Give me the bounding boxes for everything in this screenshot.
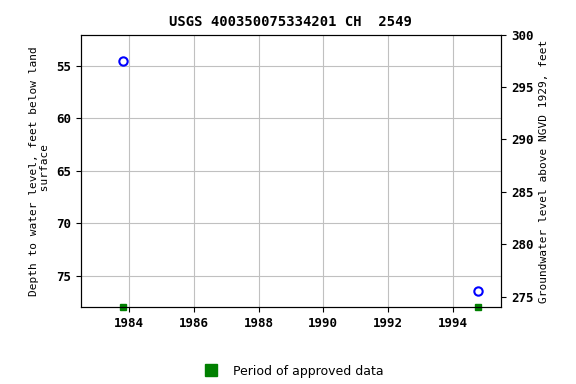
Legend: Period of approved data: Period of approved data: [193, 360, 389, 383]
Y-axis label: Groundwater level above NGVD 1929, feet: Groundwater level above NGVD 1929, feet: [539, 39, 549, 303]
Title: USGS 400350075334201 CH  2549: USGS 400350075334201 CH 2549: [169, 15, 412, 29]
Y-axis label: Depth to water level, feet below land
 surface: Depth to water level, feet below land su…: [29, 46, 50, 296]
